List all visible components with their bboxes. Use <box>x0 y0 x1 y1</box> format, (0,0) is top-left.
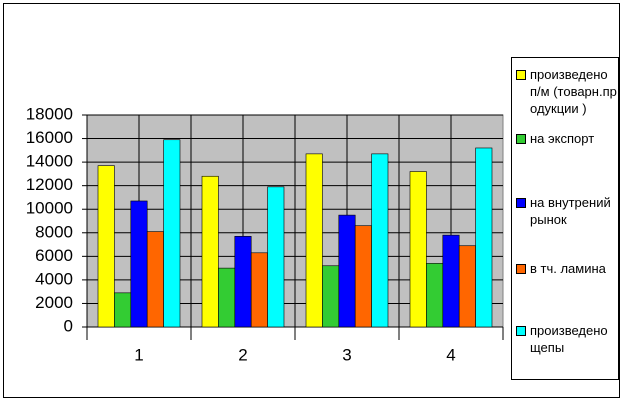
bar <box>97 165 115 328</box>
legend-label: на экспорт <box>530 131 595 146</box>
y-tick-label: 4000 <box>35 269 73 288</box>
y-tick-label: 14000 <box>26 152 73 171</box>
legend-label: произведено п/м (товарн.продукции ) <box>530 67 617 116</box>
legend-swatch <box>516 198 526 208</box>
y-tick-label: 12000 <box>26 175 73 194</box>
y-tick-label: 6000 <box>35 246 73 265</box>
x-tick-label: 4 <box>446 345 455 364</box>
bar <box>409 171 427 328</box>
bar <box>322 265 340 328</box>
x-tick-label: 3 <box>342 345 351 364</box>
y-tick-label: 10000 <box>26 199 73 218</box>
y-tick-label: 18000 <box>26 104 73 123</box>
bar <box>267 186 285 328</box>
bar <box>305 153 323 328</box>
y-tick-label: 2000 <box>35 293 73 312</box>
bar <box>426 263 444 328</box>
legend-swatch <box>516 326 526 336</box>
bar <box>371 153 389 328</box>
bar <box>354 225 372 328</box>
legend-swatch <box>516 70 526 80</box>
bar <box>114 292 132 328</box>
bar <box>163 139 181 328</box>
legend-label: в тч. ламина <box>530 261 606 276</box>
bar <box>234 236 252 328</box>
bar <box>458 245 476 328</box>
bar <box>146 231 164 328</box>
bar <box>130 200 148 328</box>
legend-label: произведено щепы <box>530 323 608 355</box>
bar <box>218 267 236 328</box>
legend-label: на внутрений рынок <box>530 195 611 227</box>
bar <box>338 214 356 328</box>
legend-swatch <box>516 134 526 144</box>
bar <box>250 252 268 328</box>
x-tick-label: 2 <box>238 345 247 364</box>
y-tick-label: 8000 <box>35 222 73 241</box>
bar <box>475 147 493 328</box>
chart-border <box>3 3 620 398</box>
legend-swatch <box>516 264 526 274</box>
bar <box>201 175 219 328</box>
y-tick-label: 16000 <box>26 128 73 147</box>
x-tick-label: 1 <box>134 345 143 364</box>
legend: произведено п/м (товарн.продукции ) на эк… <box>511 57 619 380</box>
bar <box>442 234 460 328</box>
y-tick-label: 0 <box>64 316 73 335</box>
